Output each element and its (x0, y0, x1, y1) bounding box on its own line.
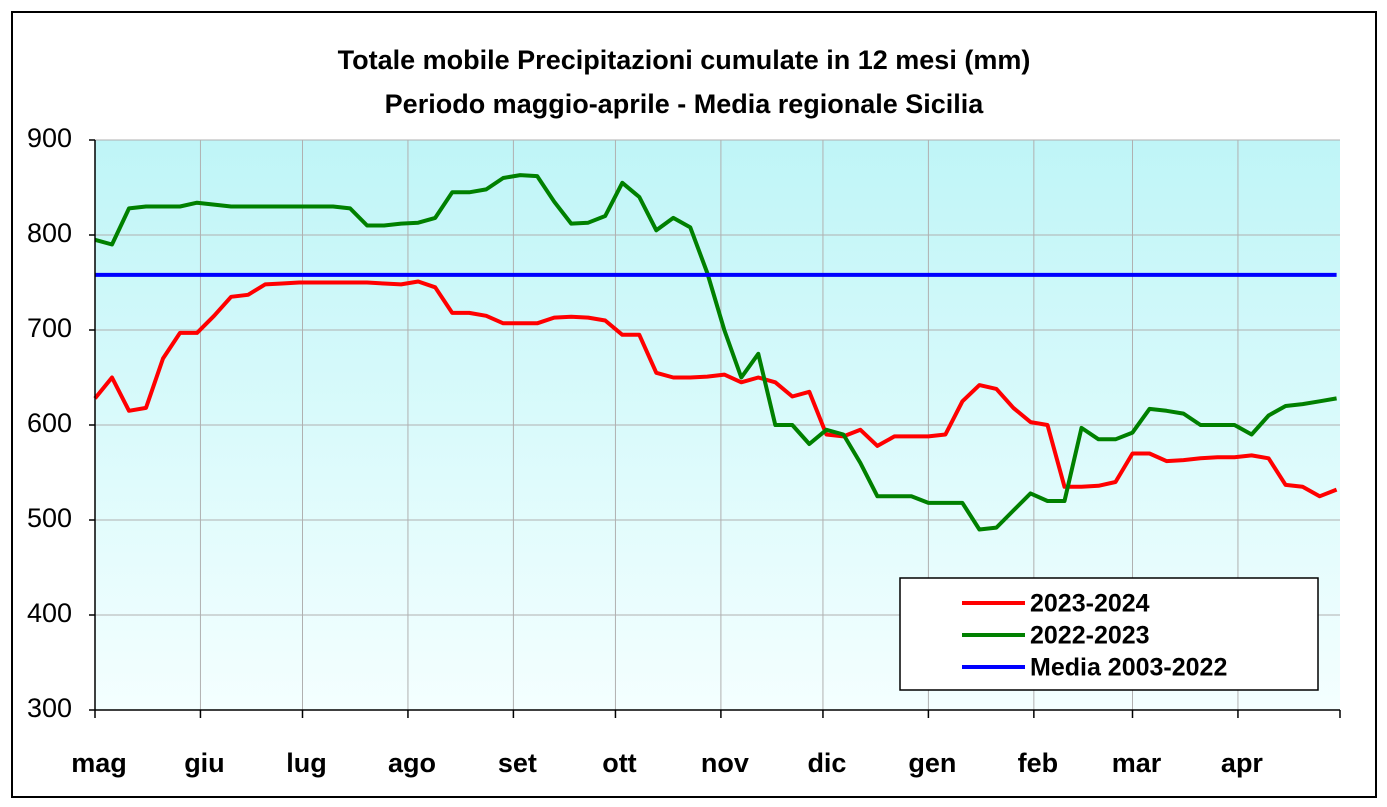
y-tick-label: 600 (27, 408, 72, 438)
x-tick-label: apr (1221, 748, 1264, 778)
y-tick-label: 700 (27, 313, 72, 343)
x-tick-label: nov (701, 748, 749, 778)
legend-label: 2022-2023 (1030, 622, 1150, 650)
x-tick-label: ott (602, 748, 636, 778)
x-tick-label: gen (908, 748, 956, 778)
legend-label: Media 2003-2022 (1030, 654, 1227, 682)
y-tick-label: 300 (27, 693, 72, 723)
x-tick-label: feb (1018, 748, 1059, 778)
y-tick-label: 500 (27, 503, 72, 533)
x-tick-label: lug (286, 748, 327, 778)
x-tick-label: mag (71, 748, 127, 778)
x-tick-label: giu (184, 748, 225, 778)
chart-subtitle: Periodo maggio-aprile - Media regionale … (385, 89, 985, 119)
y-tick-label: 400 (27, 598, 72, 628)
x-tick-label: dic (807, 748, 846, 778)
y-tick-label: 800 (27, 218, 72, 248)
series-line (94, 173, 1337, 532)
y-tick-label: 900 (27, 123, 72, 153)
series-line (93, 279, 1338, 499)
x-tick-label: ago (388, 748, 436, 778)
chart-title: Totale mobile Precipitazioni cumulate in… (338, 45, 1031, 75)
legend-label: 2023-2024 (1030, 590, 1150, 618)
x-tick-label: set (498, 748, 537, 778)
x-tick-label: mar (1112, 748, 1162, 778)
